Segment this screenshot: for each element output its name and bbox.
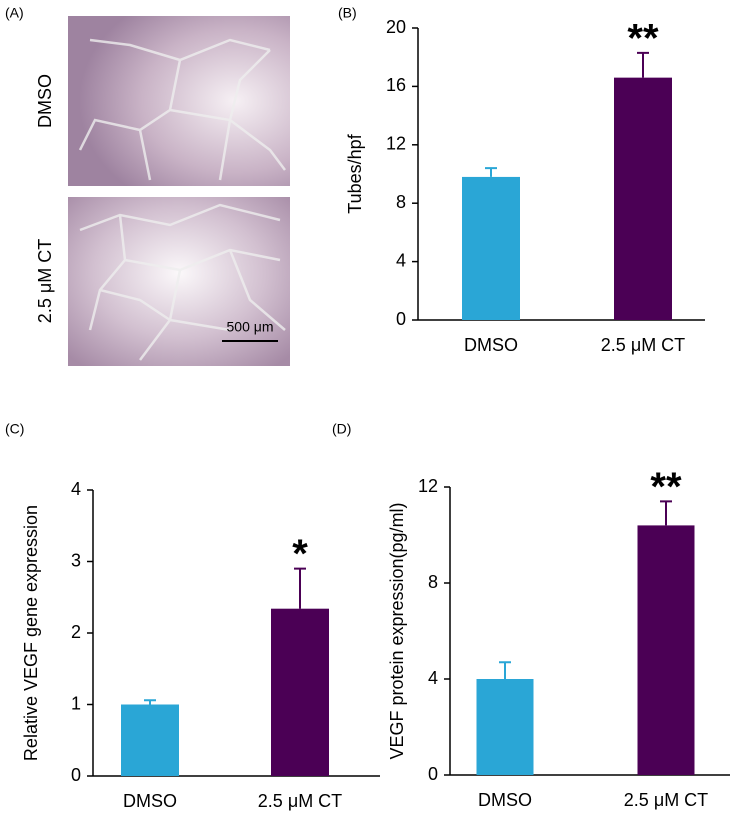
y-tick-label: 0	[71, 765, 81, 785]
x-tick-label: DMSO	[478, 790, 532, 810]
y-tick-label: 8	[428, 572, 438, 592]
bar	[271, 608, 329, 776]
y-tick-label: 2	[71, 622, 81, 642]
y-tick-label: 12	[418, 476, 438, 496]
y-tick-label: 3	[71, 550, 81, 570]
row-label: DMSO	[35, 74, 55, 128]
error-bar	[499, 661, 511, 679]
y-tick-label: 0	[428, 764, 438, 784]
bar	[121, 704, 179, 776]
significance-label: **	[650, 465, 682, 509]
error-bar	[485, 167, 497, 177]
panel-label: (C)	[5, 421, 24, 437]
error-bar	[637, 51, 649, 78]
tube-network	[79, 203, 286, 361]
y-tick-label: 4	[428, 668, 438, 688]
row-label: 2.5 μM CT	[35, 239, 55, 323]
micrograph-panel: 500 μm (A) DMSO 2.5 μM CT	[5, 5, 290, 366]
panel-label: (A)	[5, 5, 24, 21]
micrograph-dmso	[68, 16, 290, 186]
micrograph-ct	[68, 197, 290, 366]
y-axis-label: Tubes/hpf	[345, 133, 365, 213]
bar	[462, 176, 520, 320]
tube-network	[78, 38, 286, 181]
error-bar	[294, 567, 306, 609]
bar	[614, 77, 672, 320]
significance-label: *	[292, 532, 308, 576]
x-tick-label: 2.5 μM CT	[258, 791, 342, 811]
y-axis-label: Relative VEGF gene expression	[21, 505, 41, 761]
bar	[637, 525, 695, 775]
significance-label: **	[627, 16, 659, 60]
x-tick-label: 2.5 μM CT	[624, 790, 708, 810]
y-tick-label: 4	[396, 250, 406, 270]
x-tick-label: DMSO	[123, 791, 177, 811]
y-tick-label: 1	[71, 693, 81, 713]
y-tick-label: 4	[71, 479, 81, 499]
y-axis-label: VEGF protein expression(pg/ml)	[387, 502, 407, 759]
error-bar	[144, 699, 156, 705]
x-tick-label: DMSO	[464, 335, 518, 355]
y-tick-label: 20	[386, 17, 406, 37]
y-tick-label: 16	[386, 75, 406, 95]
error-bar	[660, 500, 672, 526]
y-tick-label: 8	[396, 192, 406, 212]
y-tick-label: 0	[396, 309, 406, 329]
y-tick-label: 12	[386, 134, 406, 154]
x-tick-label: 2.5 μM CT	[601, 335, 685, 355]
panel-label: (D)	[332, 421, 351, 437]
bar	[476, 679, 534, 775]
scale-bar-label: 500 μm	[227, 319, 274, 335]
panel-label: (B)	[338, 5, 357, 21]
